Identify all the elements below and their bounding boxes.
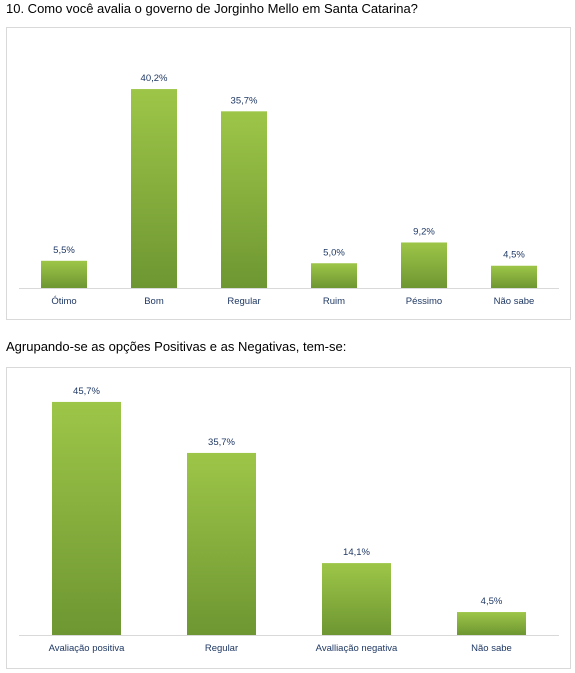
data-label: 14,1% <box>343 547 370 558</box>
category-label: Ruim <box>323 296 345 307</box>
question-title: 10. Como você avalia o governo de Jorgin… <box>6 1 418 16</box>
bar <box>401 242 447 288</box>
data-label: 5,0% <box>323 247 345 258</box>
category-label: Avalliação negativa <box>316 643 398 654</box>
category-label: Avaliação positiva <box>49 643 126 654</box>
data-label: 40,2% <box>141 73 168 84</box>
data-label: 9,2% <box>413 226 435 237</box>
data-label: 35,7% <box>208 437 235 448</box>
bar <box>457 612 526 635</box>
data-label: 35,7% <box>231 95 258 106</box>
bar <box>311 263 357 288</box>
bar <box>322 563 391 635</box>
bar <box>131 89 177 288</box>
data-label: 5,5% <box>53 245 75 256</box>
category-label: Regular <box>205 643 238 654</box>
grouped-chart-svg: 45,7% Avaliação positiva 35,7% Regular 14,1%… <box>19 386 559 654</box>
bar <box>52 401 121 635</box>
category-label: Bom <box>144 296 164 307</box>
data-label: 45,7% <box>73 386 100 397</box>
category-label: Não sabe <box>471 643 512 654</box>
rating-chart: 5,5% Ótimo 40,2% Bom 35,7% Regular 5,0% Ruim 9,2… <box>6 27 571 320</box>
rating-chart-svg: 5,5% Ótimo 40,2% Bom 35,7% Regular 5,0% Ruim 9,2… <box>19 73 559 307</box>
data-label: 4,5% <box>481 596 503 607</box>
bar <box>221 111 267 288</box>
bar <box>187 452 256 635</box>
bar <box>491 265 537 288</box>
category-label: Regular <box>227 296 260 307</box>
grouping-title: Agrupando-se as opções Positivas e as Ne… <box>6 339 347 354</box>
category-label: Péssimo <box>406 296 442 307</box>
data-label: 4,5% <box>503 250 525 261</box>
category-label: Ótimo <box>51 296 76 307</box>
category-label: Não sabe <box>494 296 535 307</box>
bar <box>41 260 87 288</box>
grouped-chart: 45,7% Avaliação positiva 35,7% Regular 14,1%… <box>6 367 571 669</box>
